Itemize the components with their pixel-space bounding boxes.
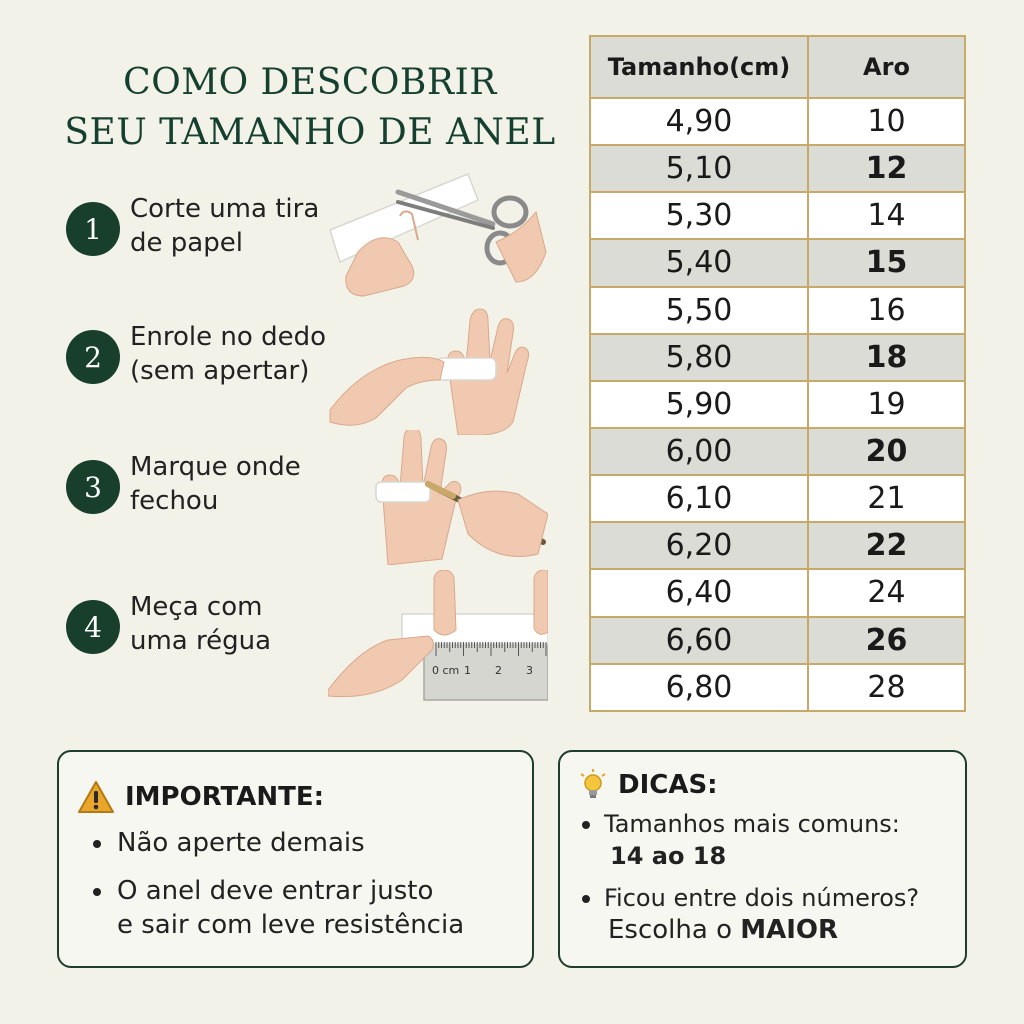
page-title: COMO DESCOBRIR SEU TAMANHO DE ANEL xyxy=(40,58,580,158)
step-2-line-1: Enrole no dedo xyxy=(130,322,326,352)
aro-cell: 15 xyxy=(807,238,966,288)
aro-cell: 20 xyxy=(807,426,966,477)
size-cell: 5,90 xyxy=(589,379,809,429)
step-text-4: Meça com uma régua xyxy=(130,590,350,658)
table-row: 6,40 24 xyxy=(589,568,966,618)
step-3-line-1: Marque onde xyxy=(130,452,301,482)
step-text-2: Enrole no dedo (sem apertar) xyxy=(130,320,350,388)
tips-heading-text: DICAS: xyxy=(618,770,718,800)
table-row: 6,80 28 xyxy=(589,662,966,713)
important-item-2: O anel deve entrar justo e sair com leve… xyxy=(93,874,465,942)
table-row: 5,40 15 xyxy=(589,238,966,288)
ruler-tick-3: 3 xyxy=(526,664,533,677)
size-cell: 6,10 xyxy=(589,474,809,524)
important-item-1-text: Não aperte demais xyxy=(117,828,365,858)
paper-wrapped-finger-icon xyxy=(329,308,530,435)
pen-marking-paper-icon xyxy=(375,430,548,565)
tips-item-1-line-1: Tamanhos mais comuns: xyxy=(604,810,900,838)
step-number-3: 3 xyxy=(66,460,120,514)
size-cell: 4,90 xyxy=(589,96,809,147)
tips-choose-bold: MAIOR xyxy=(740,915,839,945)
table-row: 5,80 18 xyxy=(589,332,966,382)
aro-cell: 24 xyxy=(807,568,966,618)
size-cell: 5,30 xyxy=(589,191,809,241)
step-number-2: 2 xyxy=(66,330,120,384)
table-row: 6,10 21 xyxy=(589,474,966,524)
step-4-line-2: uma régua xyxy=(130,626,272,656)
tips-item-1: Tamanhos mais comuns: 14 ao 18 xyxy=(582,808,900,872)
table-row: 5,90 19 xyxy=(589,379,966,429)
step-1-line-1: Corte uma tira xyxy=(130,194,320,224)
tips-box: DICAS: Tamanhos mais comuns: 14 ao 18 Fi… xyxy=(558,750,967,968)
aro-cell: 28 xyxy=(807,662,966,713)
ruler-tick-2: 2 xyxy=(495,664,502,677)
table-row: 5,50 16 xyxy=(589,285,966,335)
size-cell: 6,80 xyxy=(589,662,809,713)
size-cell: 6,00 xyxy=(589,426,809,477)
important-item-1: Não aperte demais xyxy=(93,826,365,860)
header-aro: Aro xyxy=(807,35,966,99)
table-header-row: Tamanho(cm) Aro xyxy=(589,35,966,99)
step-3-line-2: fechou xyxy=(130,486,219,516)
ring-size-table: Tamanho(cm) Aro 4,90 10 5,10 12 5,30 14 5,40 15… xyxy=(589,35,966,713)
important-heading: IMPORTANTE: xyxy=(77,780,324,814)
step-4-line-1: Meça com xyxy=(130,592,263,622)
step-number-4: 4 xyxy=(66,600,120,654)
size-cell: 6,40 xyxy=(589,568,809,618)
step-number-1: 1 xyxy=(66,202,120,256)
title-line-2: SEU TAMANHO DE ANEL xyxy=(64,112,556,153)
size-cell: 5,40 xyxy=(589,238,809,288)
aro-cell: 22 xyxy=(807,521,966,571)
tips-item-2-line-1: Ficou entre dois números? xyxy=(604,884,920,912)
table-row: 6,20 22 xyxy=(589,521,966,571)
lightbulb-icon xyxy=(580,769,606,798)
size-cell: 5,50 xyxy=(589,285,809,335)
aro-cell: 18 xyxy=(807,332,966,382)
table-row: 5,30 14 xyxy=(589,191,966,241)
ruler-tick-1: 1 xyxy=(464,664,471,677)
scissors-cutting-paper-icon xyxy=(329,173,547,297)
step-2-line-2: (sem apertar) xyxy=(130,356,310,386)
step-2: 2 Enrole no dedo (sem apertar) xyxy=(66,308,546,460)
aro-cell: 26 xyxy=(807,615,966,665)
tips-heading: DICAS: xyxy=(578,768,718,802)
table-row: 5,10 12 xyxy=(589,144,966,194)
size-cell: 5,10 xyxy=(589,144,809,194)
header-size: Tamanho(cm) xyxy=(589,35,809,99)
tips-choose-text: Escolha o xyxy=(608,915,741,945)
step-3: 3 Marque onde fechou xyxy=(66,430,548,590)
important-heading-text: IMPORTANTE: xyxy=(125,782,325,812)
important-box: IMPORTANTE: Não aperte demais O anel dev… xyxy=(57,750,534,968)
aro-cell: 19 xyxy=(807,379,966,429)
step-1-line-2: de papel xyxy=(130,228,243,258)
tips-item-1-line-2: 14 ao 18 xyxy=(610,842,727,870)
ruler-unit-label: 0 cm xyxy=(432,664,459,677)
table-row: 6,60 26 xyxy=(589,615,966,665)
ruler-measure-icon: 0 cm 1 2 3 xyxy=(328,570,548,701)
table-row: 6,00 20 xyxy=(589,426,966,477)
size-cell: 5,80 xyxy=(589,332,809,382)
aro-cell: 21 xyxy=(807,474,966,524)
aro-cell: 14 xyxy=(807,191,966,241)
tips-item-2: Ficou entre dois números? Escolha o MAIO… xyxy=(582,882,920,946)
size-cell: 6,60 xyxy=(589,615,809,665)
step-text-1: Corte uma tira de papel xyxy=(130,192,350,260)
tips-item-2-line-2: Escolha o MAIOR xyxy=(604,914,919,946)
title-line-1: COMO DESCOBRIR xyxy=(123,62,497,103)
important-item-2-line-2: e sair com leve resistência xyxy=(117,910,465,940)
warning-icon xyxy=(78,781,114,813)
step-4: 4 Meça com uma régua 0 cm 1 2 3 xyxy=(66,570,548,730)
step-text-3: Marque onde fechou xyxy=(130,450,350,518)
size-cell: 6,20 xyxy=(589,521,809,571)
table-row: 4,90 10 xyxy=(589,96,966,147)
important-item-2-line-1: O anel deve entrar justo xyxy=(117,876,434,906)
aro-cell: 12 xyxy=(807,144,966,194)
step-1: 1 Corte uma tira de papel xyxy=(66,173,547,332)
aro-cell: 16 xyxy=(807,285,966,335)
aro-cell: 10 xyxy=(807,96,966,147)
